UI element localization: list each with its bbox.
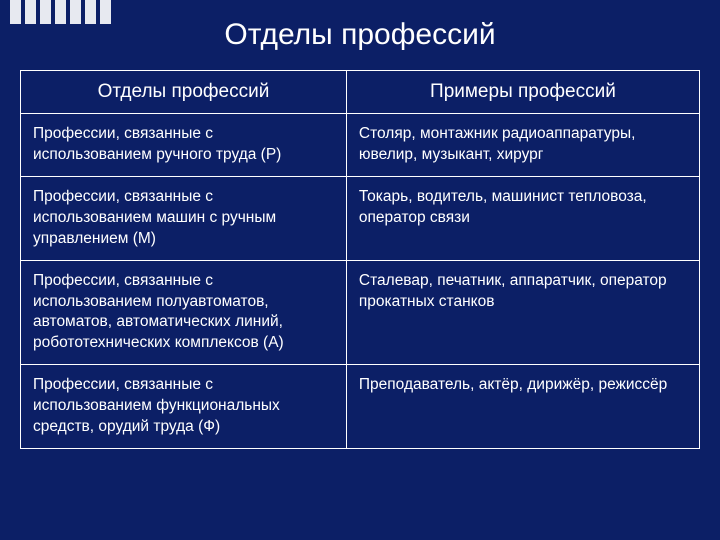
cell-examples: Столяр, монтажник радиоаппаратуры, ювели… (346, 114, 699, 177)
cell-examples: Преподаватель, актёр, дирижёр, режиссёр (346, 365, 699, 449)
professions-table: Отделы профессий Примеры профессий Профе… (20, 70, 700, 449)
cell-dept: Профессии, связанные с использованием фу… (21, 365, 347, 449)
deco-bar (55, 0, 66, 24)
table-row: Профессии, связанные с использованием ру… (21, 114, 700, 177)
cell-dept: Профессии, связанные с использованием ма… (21, 176, 347, 260)
deco-bar (85, 0, 96, 24)
corner-decoration (10, 0, 111, 24)
cell-examples: Токарь, водитель, машинист тепловоза, оп… (346, 176, 699, 260)
table-row: Профессии, связанные с использованием ма… (21, 176, 700, 260)
table-row: Профессии, связанные с использованием по… (21, 260, 700, 365)
table-container: Отделы профессий Примеры профессий Профе… (0, 70, 720, 449)
cell-dept: Профессии, связанные с использованием ру… (21, 114, 347, 177)
cell-examples: Сталевар, печатник, аппаратчик, оператор… (346, 260, 699, 365)
cell-dept: Профессии, связанные с использованием по… (21, 260, 347, 365)
deco-bar (100, 0, 111, 24)
deco-bar (10, 0, 21, 24)
column-header-examples: Примеры профессий (346, 71, 699, 114)
deco-bar (40, 0, 51, 24)
deco-bar (70, 0, 81, 24)
table-row: Профессии, связанные с использованием фу… (21, 365, 700, 449)
column-header-dept: Отделы профессий (21, 71, 347, 114)
table-header-row: Отделы профессий Примеры профессий (21, 71, 700, 114)
deco-bar (25, 0, 36, 24)
